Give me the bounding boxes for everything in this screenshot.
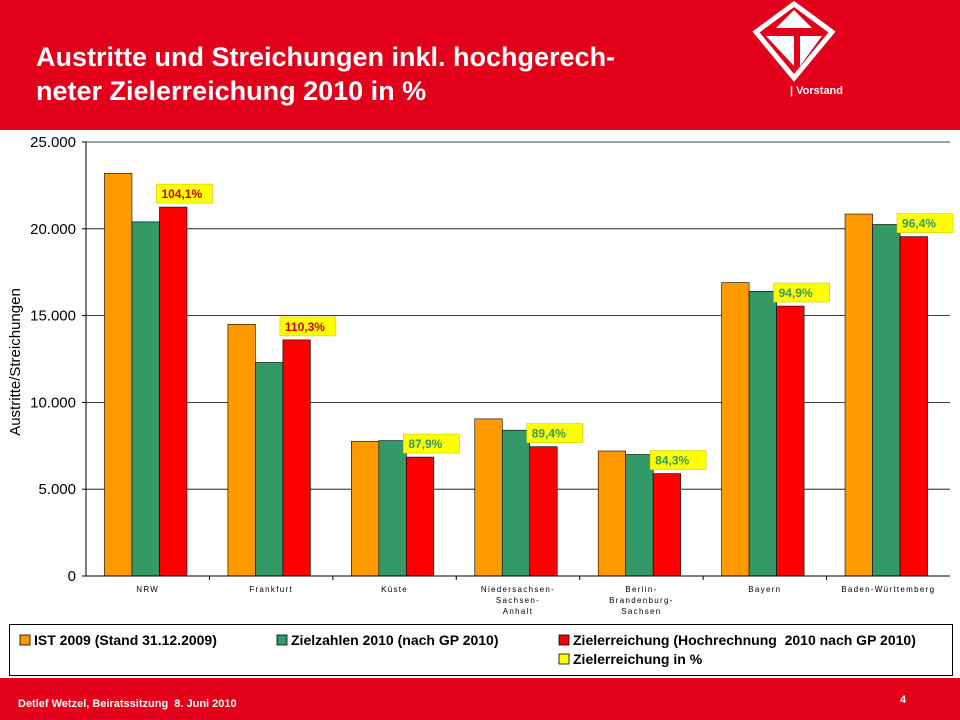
percent-label: 87,9% [408, 437, 442, 451]
legend-label-ziel: Zielzahlen 2010 (nach GP 2010) [291, 632, 499, 648]
percent-label-box [156, 183, 213, 204]
y-tick-label: 10.000 [30, 394, 76, 411]
y-tick-label: 20.000 [30, 221, 76, 238]
x-category-label: Anhalt [503, 607, 533, 616]
bar [104, 172, 133, 577]
x-category-label: Frankfurt [249, 585, 293, 594]
page-number: 4 [900, 694, 907, 706]
percent-label-box [649, 450, 707, 470]
bar [748, 290, 777, 577]
bar [776, 305, 805, 577]
bar [625, 454, 654, 577]
bar [351, 441, 380, 577]
bar [378, 440, 407, 577]
percent-label: 89,4% [532, 427, 566, 441]
legend-swatch-percent [558, 653, 570, 665]
y-axis-ticks: 0 5.000 10.000 15.000 20.000 25.000 [30, 134, 86, 585]
y-tick-label: 15.000 [30, 308, 76, 325]
bar [159, 206, 188, 577]
bar [872, 224, 901, 577]
footer-bar [0, 678, 960, 720]
bar [844, 213, 873, 577]
bar [529, 446, 558, 577]
bar [474, 418, 503, 577]
x-category-label: Niedersachsen- [481, 585, 555, 594]
bar [131, 221, 160, 577]
legend-swatch-ziel [276, 634, 288, 646]
bar [255, 362, 284, 577]
percent-label: 104,1% [161, 187, 202, 201]
percent-label-box [526, 423, 584, 443]
percent-label-box [403, 433, 460, 454]
igm-logo-icon [752, 0, 836, 82]
x-category-label: Bayern [748, 585, 781, 594]
footer-text: Detlef Wetzel, Beiratssitzung 8. Juni 20… [18, 698, 237, 710]
bar [282, 339, 311, 577]
percent-label-box [896, 213, 954, 233]
legend-label-percent: Zielerreichung in % [573, 651, 703, 667]
bar [721, 282, 750, 577]
legend-label-ist: IST 2009 (Stand 31.12.2009) [34, 632, 217, 648]
bar [406, 456, 435, 577]
y-tick-label: 5.000 [38, 481, 76, 498]
x-axis-categories: NRW Frankfurt Küste Niedersachsen- Sachsen- A… [136, 576, 935, 616]
x-category-label: Berlin- [625, 585, 657, 594]
org-label-text: Vorstand [796, 85, 843, 97]
x-category-label: Baden-Württemberg [841, 585, 935, 594]
x-category-label: NRW [136, 585, 159, 594]
bar [597, 450, 626, 577]
org-label: | Vorstand [790, 85, 843, 97]
bar [899, 236, 928, 577]
percent-label-box [773, 282, 830, 303]
x-category-label: Brandenburg- [609, 596, 674, 605]
x-category-label: Sachsen [621, 607, 661, 616]
x-category-label: Sachsen- [496, 596, 540, 605]
bar-chart: 0 5.000 10.000 15.000 20.000 25.000 Austritte… [7, 134, 954, 616]
legend: IST 2009 (Stand 31.12.2009) Zielzahlen 2… [9, 624, 953, 676]
percent-label-box [279, 316, 337, 337]
legend-swatch-zielerreichung [558, 634, 570, 646]
legend-items: IST 2009 (Stand 31.12.2009) Zielzahlen 2… [19, 632, 916, 667]
y-tick-label: 0 [68, 568, 76, 585]
y-tick-label: 25.000 [30, 134, 76, 151]
bar [501, 429, 531, 577]
bars [104, 172, 928, 577]
percent-label: 96,4% [902, 217, 936, 231]
percent-labels: 104,1% 110,3% 87,9% 89,4% 84,3% 94,9% 96,4% [156, 183, 954, 470]
percent-label: 110,3% [285, 320, 325, 334]
bar [227, 323, 256, 577]
y-axis-label: Austritte/Streichungen [7, 288, 24, 436]
percent-label: 84,3% [655, 454, 689, 468]
legend-swatch-ist [19, 634, 31, 646]
percent-label: 94,9% [779, 286, 813, 300]
legend-label-zielerreichung: Zielerreichung (Hochrechnung 2010 nach G… [573, 632, 916, 648]
x-category-label: Küste [381, 585, 408, 594]
bar [652, 473, 681, 577]
page-title: Austritte und Streichungen inkl. hochger… [36, 42, 616, 106]
